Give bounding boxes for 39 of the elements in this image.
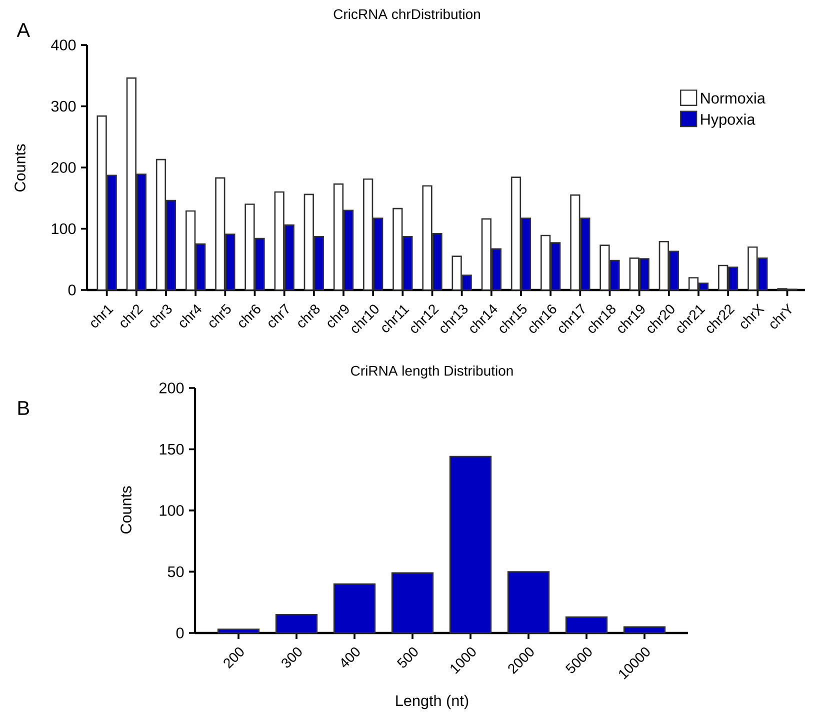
y-tick-label: 200 xyxy=(51,162,76,173)
y-tick-label: 300 xyxy=(51,100,76,112)
chart-title: CriRNA length Distribution xyxy=(351,365,513,379)
y-tick-label: 400 xyxy=(51,40,76,50)
x-tick-label: chr4 xyxy=(180,304,202,328)
bar xyxy=(391,572,434,634)
x-tick-label: chr9 xyxy=(328,304,349,328)
y-tick-label: 0 xyxy=(68,284,76,296)
y-tick-label: 100 xyxy=(52,223,76,234)
bar xyxy=(623,626,666,634)
x-tick-label: chr5 xyxy=(209,304,231,328)
x-tick-label: 300 xyxy=(282,647,302,668)
y-axis-title: Counts xyxy=(120,486,132,534)
x-tick-label: 200 xyxy=(224,647,244,669)
bar xyxy=(565,616,608,634)
x-tick-label: chr2 xyxy=(120,304,144,328)
bar xyxy=(507,571,550,634)
bar xyxy=(217,628,260,634)
x-tick-label: 500 xyxy=(396,647,418,668)
bar xyxy=(449,456,492,634)
x-axis-title: Length (nt) xyxy=(396,694,468,710)
x-tick-label: chr8 xyxy=(298,304,320,328)
bar xyxy=(275,614,318,634)
text: A xyxy=(16,23,30,37)
x-tick-label: chr3 xyxy=(150,304,172,328)
y-tick-label: 200 xyxy=(159,382,184,394)
chart-title: CricRNA chrDistribution xyxy=(334,8,480,20)
bar xyxy=(333,583,376,634)
legend-label: Hypoxia xyxy=(701,114,756,128)
x-tick-label: chr6 xyxy=(239,304,260,328)
y-axis-title: Counts xyxy=(14,144,26,192)
x-tick-label: 400 xyxy=(341,647,360,668)
text: B xyxy=(18,401,29,415)
y-tick-label: 100 xyxy=(160,505,184,516)
y-tick-label: 0 xyxy=(176,628,184,638)
y-tick-label: 50 xyxy=(168,566,184,578)
y-tick-label: 150 xyxy=(160,444,184,455)
legend-label: Normoxia xyxy=(701,92,766,104)
x-tick-label: chr1 xyxy=(91,305,114,328)
